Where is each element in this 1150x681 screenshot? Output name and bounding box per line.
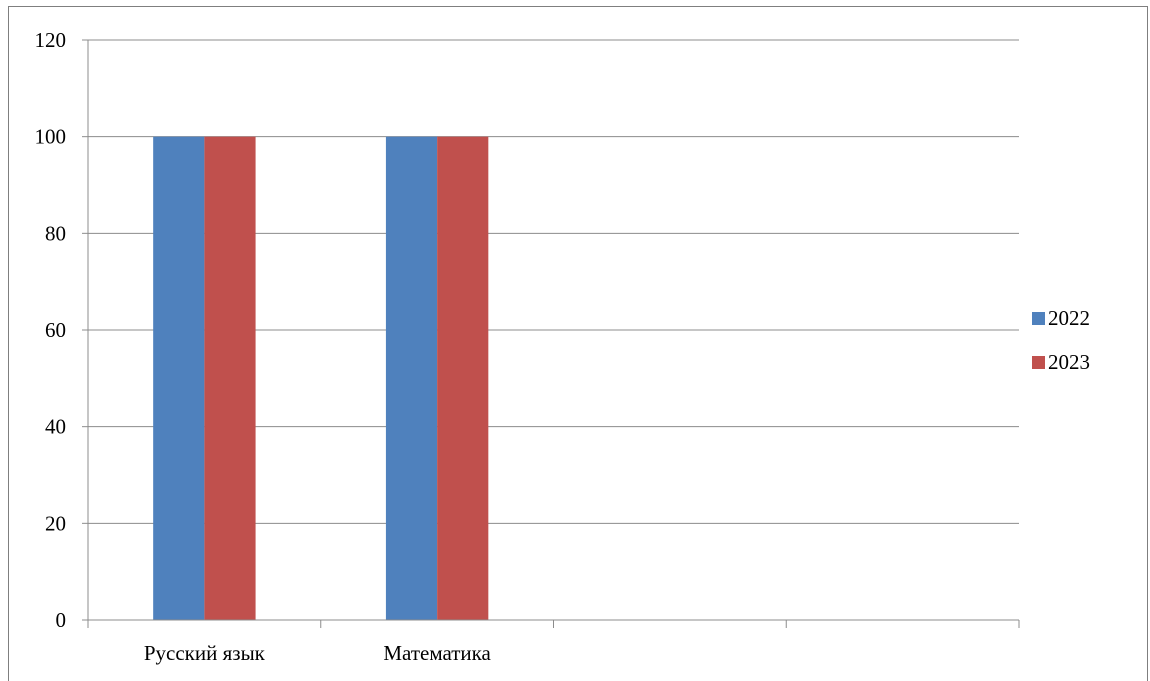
bar-2022 bbox=[153, 136, 205, 620]
y-tick-label: 120 bbox=[35, 28, 67, 52]
y-tick-label: 40 bbox=[45, 415, 66, 439]
bar-2023 bbox=[204, 136, 256, 620]
legend-label: 2022 bbox=[1048, 306, 1090, 330]
x-category-label: Математика bbox=[383, 641, 491, 665]
bar-2023 bbox=[437, 136, 489, 620]
y-tick-label: 0 bbox=[56, 608, 67, 632]
chart-frame bbox=[8, 6, 1148, 681]
axes bbox=[82, 39, 1020, 628]
legend-swatch bbox=[1032, 312, 1045, 325]
legend: 2022 2023 bbox=[1032, 306, 1090, 374]
legend-swatch bbox=[1032, 356, 1045, 369]
y-tick-label: 80 bbox=[45, 221, 66, 245]
bars bbox=[153, 136, 489, 620]
y-tick-label: 20 bbox=[45, 511, 66, 535]
bar-2022 bbox=[385, 136, 438, 620]
legend-label: 2023 bbox=[1048, 350, 1090, 374]
x-category-labels: Русский язык Математика bbox=[144, 641, 492, 665]
y-tick-label: 100 bbox=[35, 125, 67, 149]
y-tick-labels: 0 20 40 60 80 100 120 bbox=[35, 28, 67, 632]
x-category-label: Русский язык bbox=[144, 641, 266, 665]
y-tick-label: 60 bbox=[45, 318, 66, 342]
